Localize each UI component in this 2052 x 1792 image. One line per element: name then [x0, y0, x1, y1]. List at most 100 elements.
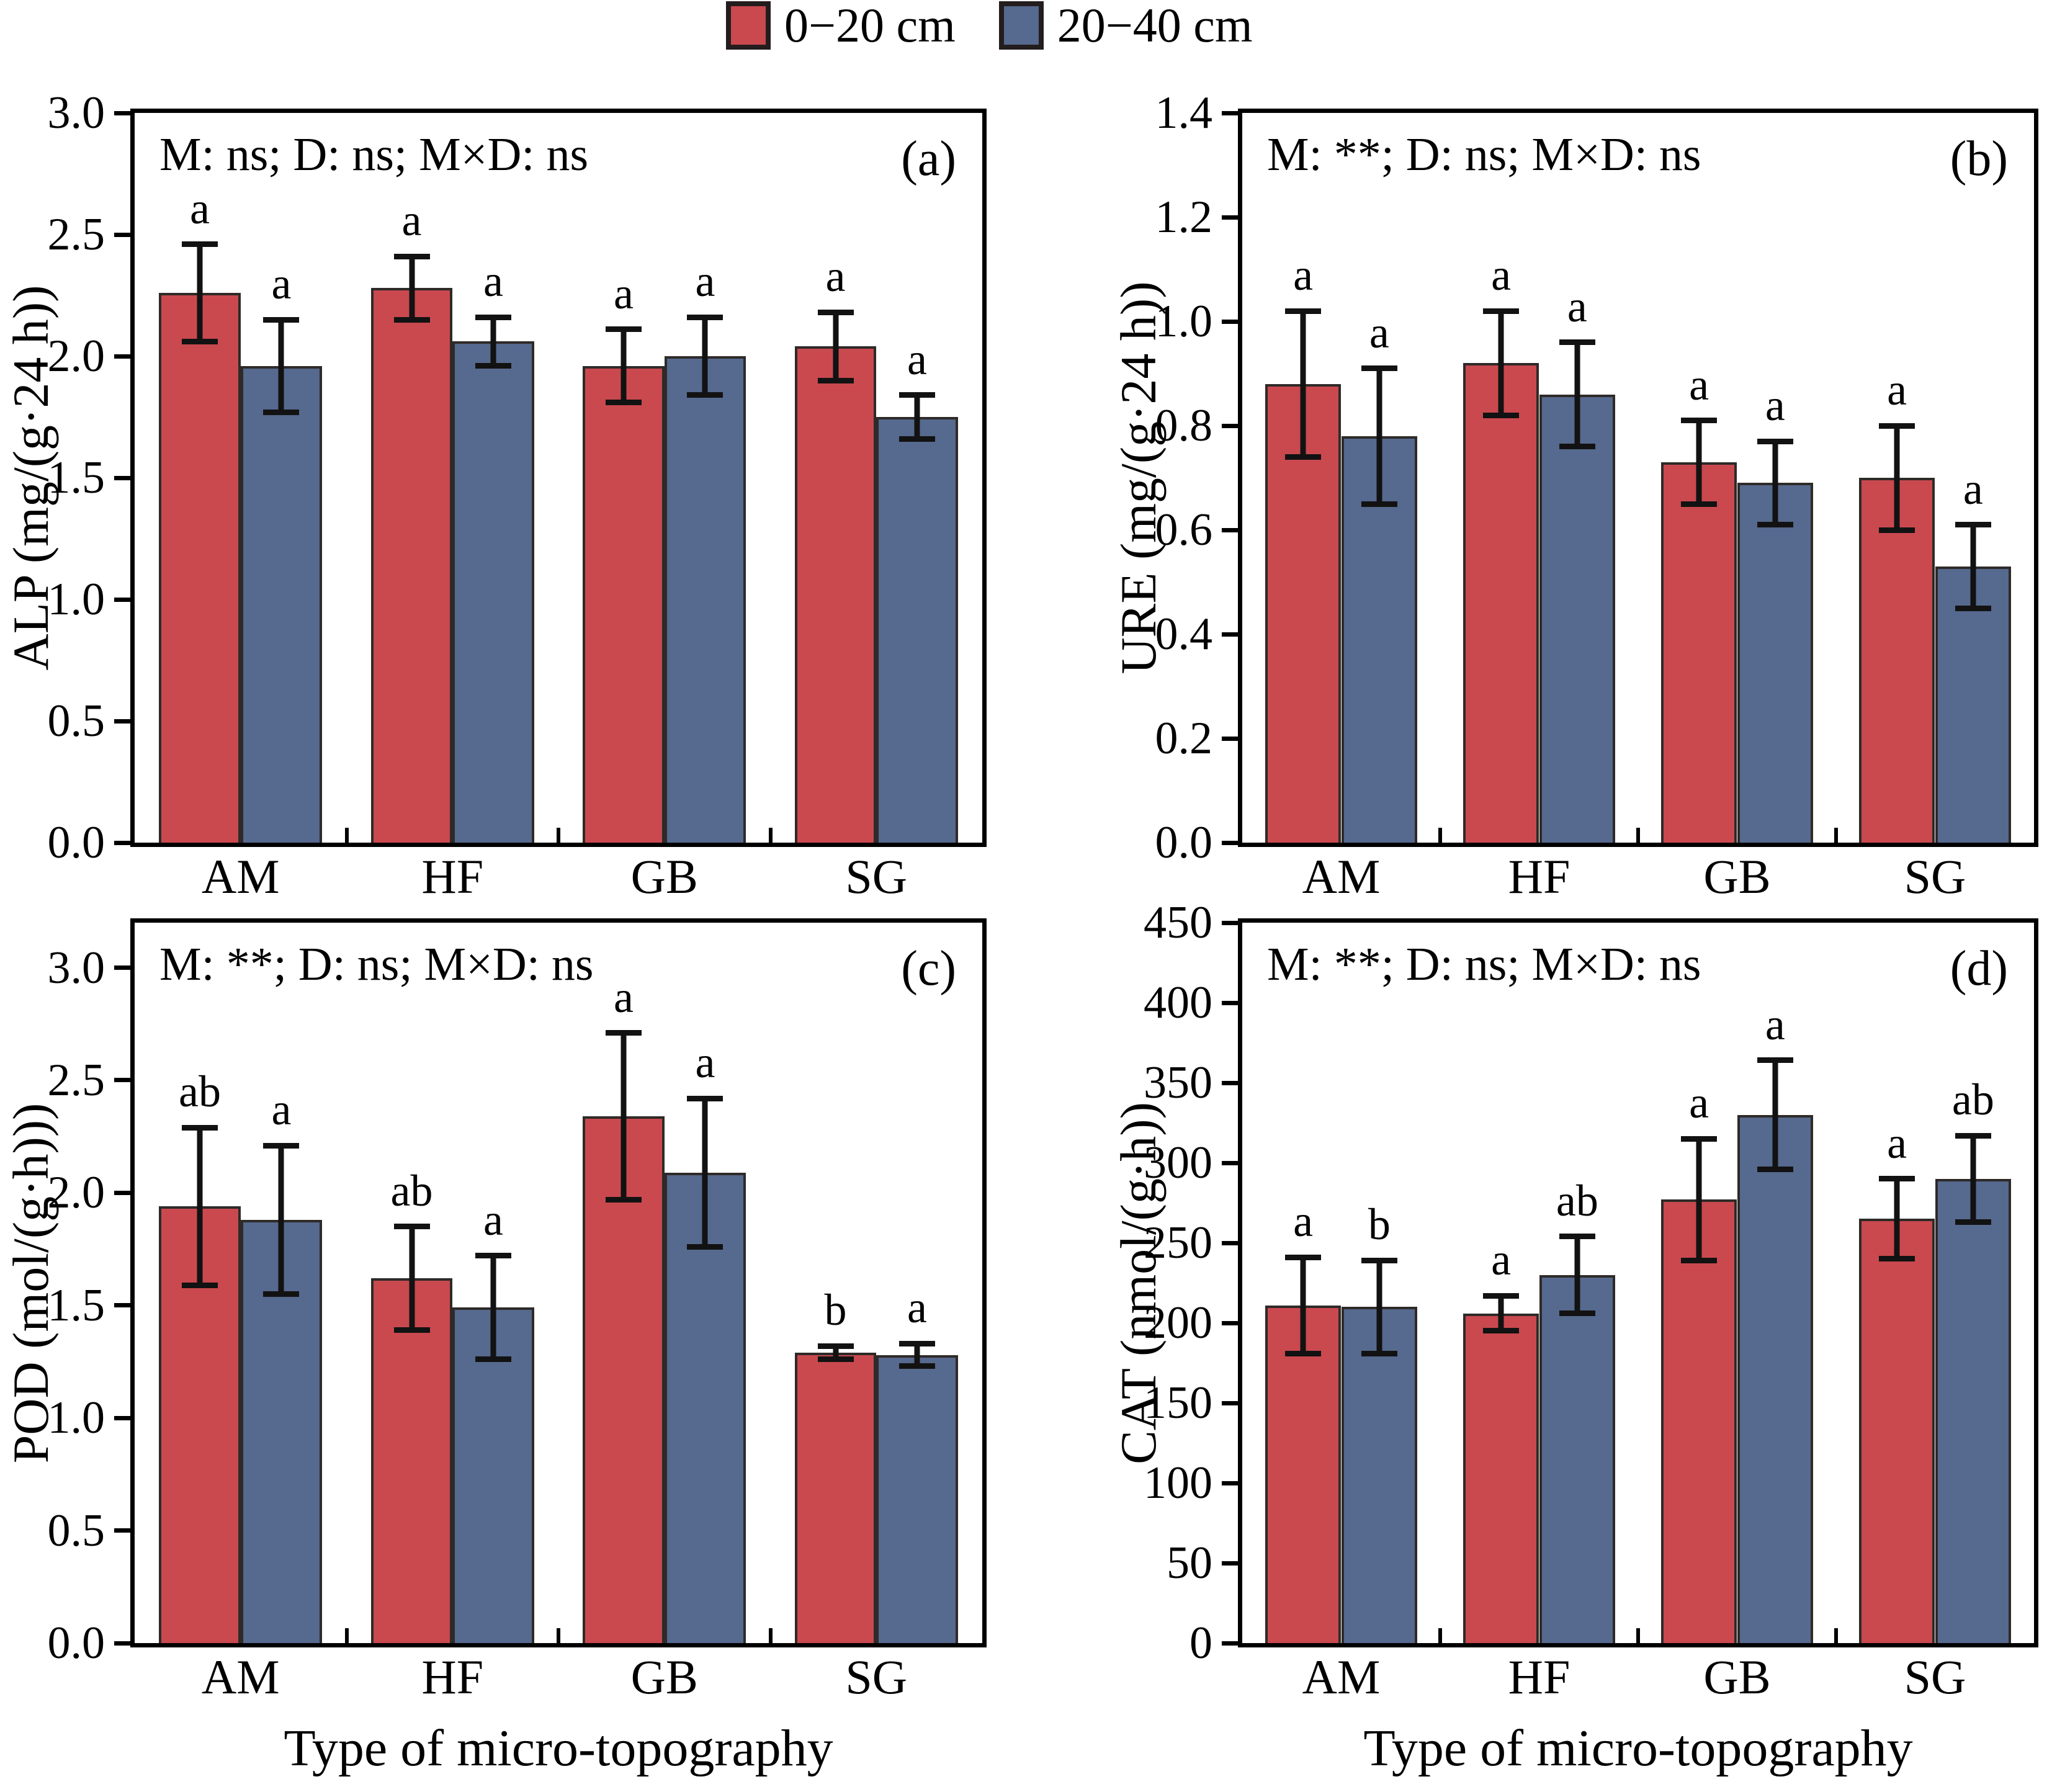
- significance-letter: a: [907, 334, 927, 384]
- error-bar-cap: [1285, 454, 1322, 460]
- bar-gb-depth-20-40: [664, 1172, 746, 1643]
- error-bar-cap: [1757, 522, 1793, 528]
- y-tick-label: 0.0: [47, 1618, 105, 1669]
- panel-c-letter: (c): [901, 941, 956, 996]
- y-tick: [1222, 1400, 1242, 1405]
- category-label-hf: HF: [421, 849, 484, 903]
- y-tick: [1222, 920, 1242, 925]
- error-bar-cap: [1955, 522, 1991, 528]
- error-bar-line: [621, 1033, 627, 1200]
- category-label-am: AM: [201, 1650, 280, 1704]
- error-bar-cap: [1361, 501, 1397, 507]
- error-bar-cap: [1559, 1234, 1595, 1240]
- error-bar-cap: [1483, 308, 1520, 314]
- bar-am-depth-20-40: [240, 365, 323, 843]
- error-bar-line: [409, 1226, 414, 1330]
- error-bar-cap: [263, 409, 300, 415]
- significance-letter: a: [1293, 1196, 1314, 1247]
- legend-item-20-40cm: 20−40 cm: [998, 1, 1253, 50]
- significance-letter: a: [1567, 281, 1587, 331]
- significance-letter: a: [695, 256, 715, 307]
- y-tick-label: 150: [1144, 1378, 1212, 1428]
- error-bar-cap: [1483, 1328, 1520, 1334]
- panel-c-x-axis-title: Type of micro-topography: [284, 1719, 833, 1777]
- y-tick-label: 1.4: [1155, 87, 1213, 138]
- bar-sg-depth-20-40: [876, 1355, 958, 1643]
- error-bar-cap: [1559, 1310, 1595, 1317]
- error-bar-line: [1970, 1136, 1976, 1222]
- y-tick: [1222, 423, 1242, 428]
- x-boundary-tick: [344, 1628, 349, 1643]
- error-bar-cap: [263, 1142, 300, 1149]
- x-boundary-tick: [344, 828, 349, 843]
- panel-c-pod-plot: POD (mol/(g·h))) M: **; D: ns; M×D: ns (…: [2, 918, 987, 1775]
- error-bar-cap: [1361, 1257, 1397, 1263]
- error-bar-cap: [817, 377, 854, 383]
- error-bar-cap: [182, 1124, 218, 1131]
- error-bar-line: [409, 256, 414, 320]
- error-bar-cap: [393, 1224, 430, 1230]
- legend-swatch-red: [726, 1, 771, 50]
- significance-letter: b: [1368, 1199, 1391, 1250]
- error-bar-cap: [898, 436, 935, 442]
- panel-d-y-axis-title-wrap: CAT (nmol/(g·h)): [1110, 923, 1167, 1643]
- bar-hf-depth-0-20: [370, 1278, 453, 1643]
- error-bar-line: [1300, 1257, 1306, 1354]
- significance-letter: a: [1491, 250, 1512, 300]
- error-bar-cap: [687, 392, 724, 398]
- error-bar-line: [490, 317, 496, 366]
- y-tick: [1222, 1240, 1242, 1245]
- error-bar-cap: [1879, 1256, 1915, 1262]
- y-tick: [114, 1190, 135, 1195]
- significance-letter: a: [1963, 464, 1983, 514]
- x-boundary-tick: [768, 828, 773, 843]
- error-bar-line: [833, 312, 838, 381]
- error-bar-cap: [393, 253, 430, 259]
- y-tick-label: 400: [1144, 977, 1212, 1029]
- error-bar-cap: [898, 1363, 935, 1369]
- significance-letter: ab: [390, 1165, 433, 1216]
- error-bar-line: [702, 1098, 708, 1247]
- bar-am-depth-0-20: [1265, 1305, 1342, 1643]
- y-tick: [1222, 1160, 1242, 1165]
- y-tick: [1222, 632, 1242, 637]
- category-label-sg: SG: [845, 849, 908, 903]
- significance-letter: a: [1491, 1235, 1512, 1285]
- category-label-am: AM: [201, 849, 280, 903]
- error-bar-cap: [475, 314, 511, 320]
- significance-letter: a: [1765, 999, 1785, 1049]
- significance-letter: a: [614, 972, 634, 1022]
- y-tick-label: 100: [1144, 1458, 1212, 1509]
- y-tick: [1222, 110, 1242, 115]
- error-bar-cap: [475, 1253, 511, 1259]
- error-bar-cap: [1285, 1350, 1322, 1356]
- y-tick-label: 1.2: [1155, 192, 1213, 243]
- error-bar-line: [1894, 1178, 1900, 1259]
- bar-gb-depth-20-40: [664, 356, 746, 843]
- significance-letter: a: [1689, 1078, 1709, 1128]
- x-boundary-tick: [1438, 1628, 1442, 1643]
- y-tick: [1222, 527, 1242, 532]
- error-bar-line: [1696, 420, 1702, 504]
- bar-am-depth-0-20: [159, 293, 241, 843]
- significance-letter: ab: [179, 1067, 221, 1117]
- y-tick: [114, 1528, 135, 1533]
- error-bar-cap: [1361, 365, 1397, 372]
- bar-gb-depth-0-20: [583, 365, 665, 843]
- error-bar-line: [1376, 368, 1382, 504]
- bar-sg-depth-20-40: [1935, 1178, 2012, 1643]
- category-label-gb: GB: [1703, 849, 1771, 903]
- y-tick-label: 50: [1167, 1538, 1212, 1589]
- significance-letter: a: [825, 251, 846, 302]
- bar-hf-depth-20-40: [452, 341, 534, 843]
- error-bar-cap: [687, 1095, 724, 1101]
- y-tick-label: 1.0: [47, 574, 105, 625]
- category-label-sg: SG: [845, 1650, 908, 1704]
- error-bar-cap: [687, 1243, 724, 1250]
- y-tick-label: 350: [1144, 1057, 1212, 1108]
- y-tick-label: 0.6: [1155, 504, 1213, 555]
- error-bar-line: [490, 1255, 496, 1360]
- bar-sg-depth-0-20: [794, 346, 877, 843]
- y-tick-label: 2.5: [47, 1054, 105, 1106]
- x-boundary-tick: [557, 828, 560, 843]
